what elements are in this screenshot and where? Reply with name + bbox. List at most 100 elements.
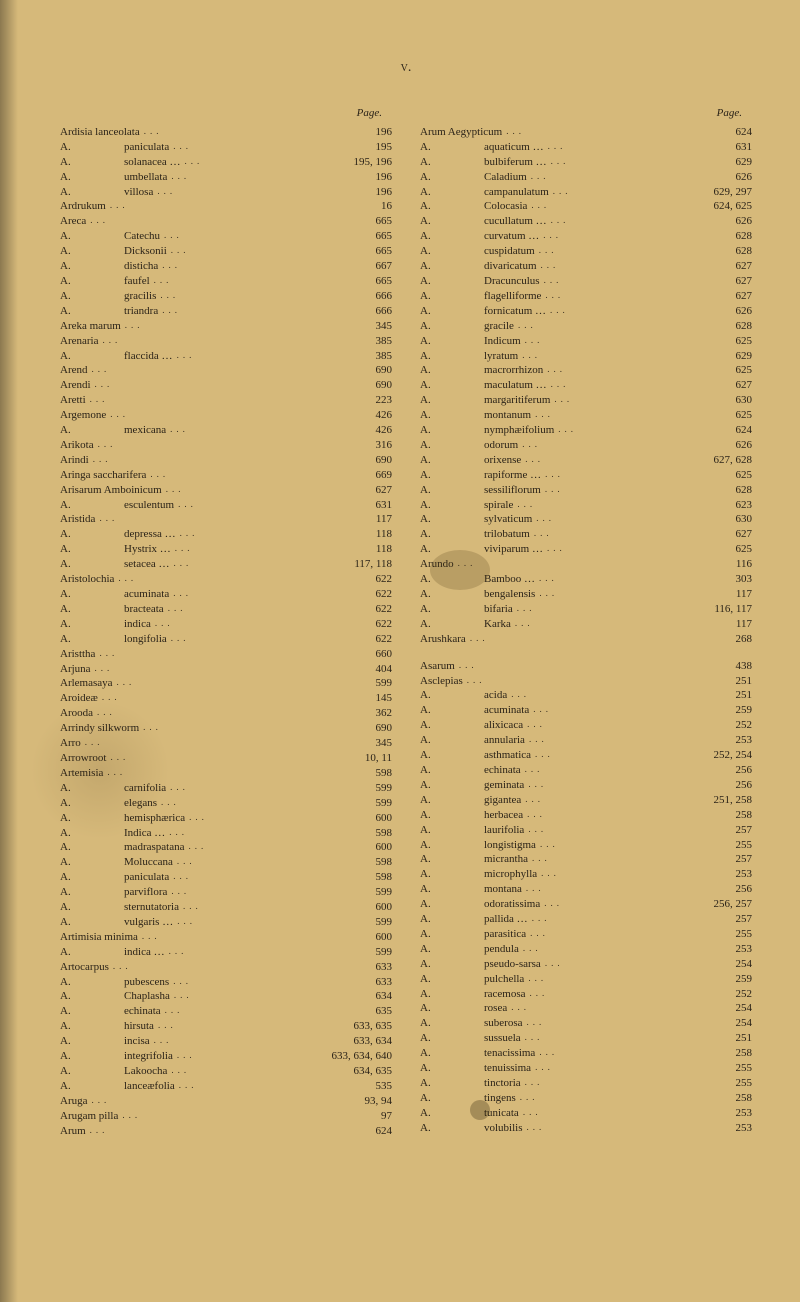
entry-page: 256 [676,882,752,897]
entry-name: A.lanceæfolia [60,1079,179,1094]
entry-page: 665 [316,214,392,229]
entry-page: 631 [316,498,392,513]
entry-page: 257 [676,852,752,867]
entry-page: 255 [676,927,752,942]
leader-dots: ... [171,631,316,646]
entry-name: Areka marum [60,319,125,334]
entry-name: A.suberosa [420,1016,527,1031]
index-entry: A.laurifolia...257 [420,823,752,838]
entry-name: A.umbellata [60,170,171,185]
leader-dots: ... [110,198,316,213]
leader-dots: ... [188,839,316,854]
leader-dots: ... [459,658,676,673]
entry-name: A.tenacissima [420,1046,539,1061]
index-entry: A.Colocasia...624, 625 [420,199,752,214]
leader-dots: ... [550,303,676,318]
index-entry: A.odoratissima...256, 257 [420,897,752,912]
entry-name: A.parasitica [420,927,530,942]
entry-page: 385 [316,334,392,349]
leader-dots: ... [162,258,316,273]
leader-dots: ... [548,139,676,154]
entry-name: Aringa saccharifera [60,468,150,483]
entry-page: 634 [316,989,392,1004]
index-entry: Areca...665 [60,214,392,229]
entry-name: A.Lakoocha [60,1064,171,1079]
leader-dots: ... [90,213,316,228]
entry-page: 253 [676,867,752,882]
leader-dots: ... [158,1018,316,1033]
entry-name: A.tenuissima [420,1061,535,1076]
leader-dots: ... [539,571,676,586]
leader-dots: ... [529,732,676,747]
entry-name: Arenaria [60,334,102,349]
leader-dots: ... [177,854,316,869]
index-entry: Arugam pilla...97 [60,1109,392,1124]
leader-dots: ... [540,837,676,852]
leader-dots: ... [523,1105,676,1120]
entry-name: A.microphylla [420,867,541,882]
entry-page: 627 [676,527,752,542]
leader-dots: ... [528,971,676,986]
entry-page: 259 [676,972,752,987]
leader-dots: ... [558,422,676,437]
entry-page: 254 [676,1001,752,1016]
index-entry: A.mexicana...426 [60,423,392,438]
entry-name: A.esculentum [60,498,178,513]
entry-name: A.odoratissima [420,897,544,912]
entry-page: 253 [676,1121,752,1136]
leader-dots: ... [531,169,676,184]
leader-dots: ... [532,911,676,926]
leader-dots: ... [551,377,676,392]
entry-name: A.montana [420,882,526,897]
index-entry: A.lyratum...629 [420,349,752,364]
entry-name: A.Colocasia [420,199,531,214]
entry-name: A.Chaplasha [60,989,174,1004]
leader-dots: ... [110,750,316,765]
entry-page: 625 [676,542,752,557]
index-entry: A.integrifolia...633, 634, 640 [60,1049,392,1064]
index-entry: Artemisia...598 [60,766,392,781]
leader-dots: ... [102,690,316,705]
leader-dots: ... [523,941,676,956]
index-entry: A.sessiliflorum...628 [420,483,752,498]
entry-page: 599 [316,796,392,811]
entry-name: A.incisa [60,1034,154,1049]
index-entry: A.micrantha...257 [420,852,752,867]
entry-name: A.micrantha [420,852,532,867]
entry-page: 630 [676,512,752,527]
entry-name: A.Dracunculus [420,274,544,289]
entry-page: 116, 117 [676,602,752,617]
entry-page: 253 [676,942,752,957]
entry-name: Artimisia minima [60,930,142,945]
entry-name: A.tingens [420,1091,520,1106]
index-entry: A.herbacea...258 [420,808,752,823]
entry-page: 669 [316,468,392,483]
entry-name: Aristolochia [60,572,118,587]
leader-dots: ... [175,541,316,556]
entry-page: 258 [676,1046,752,1061]
leader-dots: ... [92,362,317,377]
index-entry: A.pallida …...257 [420,912,752,927]
entry-page: 624, 625 [676,199,752,214]
leader-dots: ... [525,1030,676,1045]
leader-dots: ... [85,735,316,750]
entry-name: A.gracilis [60,289,160,304]
leader-dots: ... [97,705,316,720]
entry-page: 251 [676,688,752,703]
index-entry: Arrowroot...10, 11 [60,751,392,766]
index-entry: A.asthmatica...252, 254 [420,748,752,763]
spine-shadow [0,0,18,1302]
entry-page: 598 [316,855,392,870]
entry-name: A.fornicatum … [420,304,550,319]
index-entry: A.pseudo-sarsa...254 [420,957,752,972]
index-entry: A.setacea …...117, 118 [60,557,392,572]
entry-page: 598 [316,766,392,781]
entry-name: A.bulbiferum … [420,155,551,170]
leader-dots: ... [544,896,676,911]
index-entry: Ardrukum...16 [60,199,392,214]
entry-name: Asclepias [420,674,467,689]
leader-dots: ... [553,184,676,199]
leader-dots: ... [517,601,676,616]
entry-page: 633 [316,975,392,990]
index-entry: A.cucullatum …...626 [420,214,752,229]
